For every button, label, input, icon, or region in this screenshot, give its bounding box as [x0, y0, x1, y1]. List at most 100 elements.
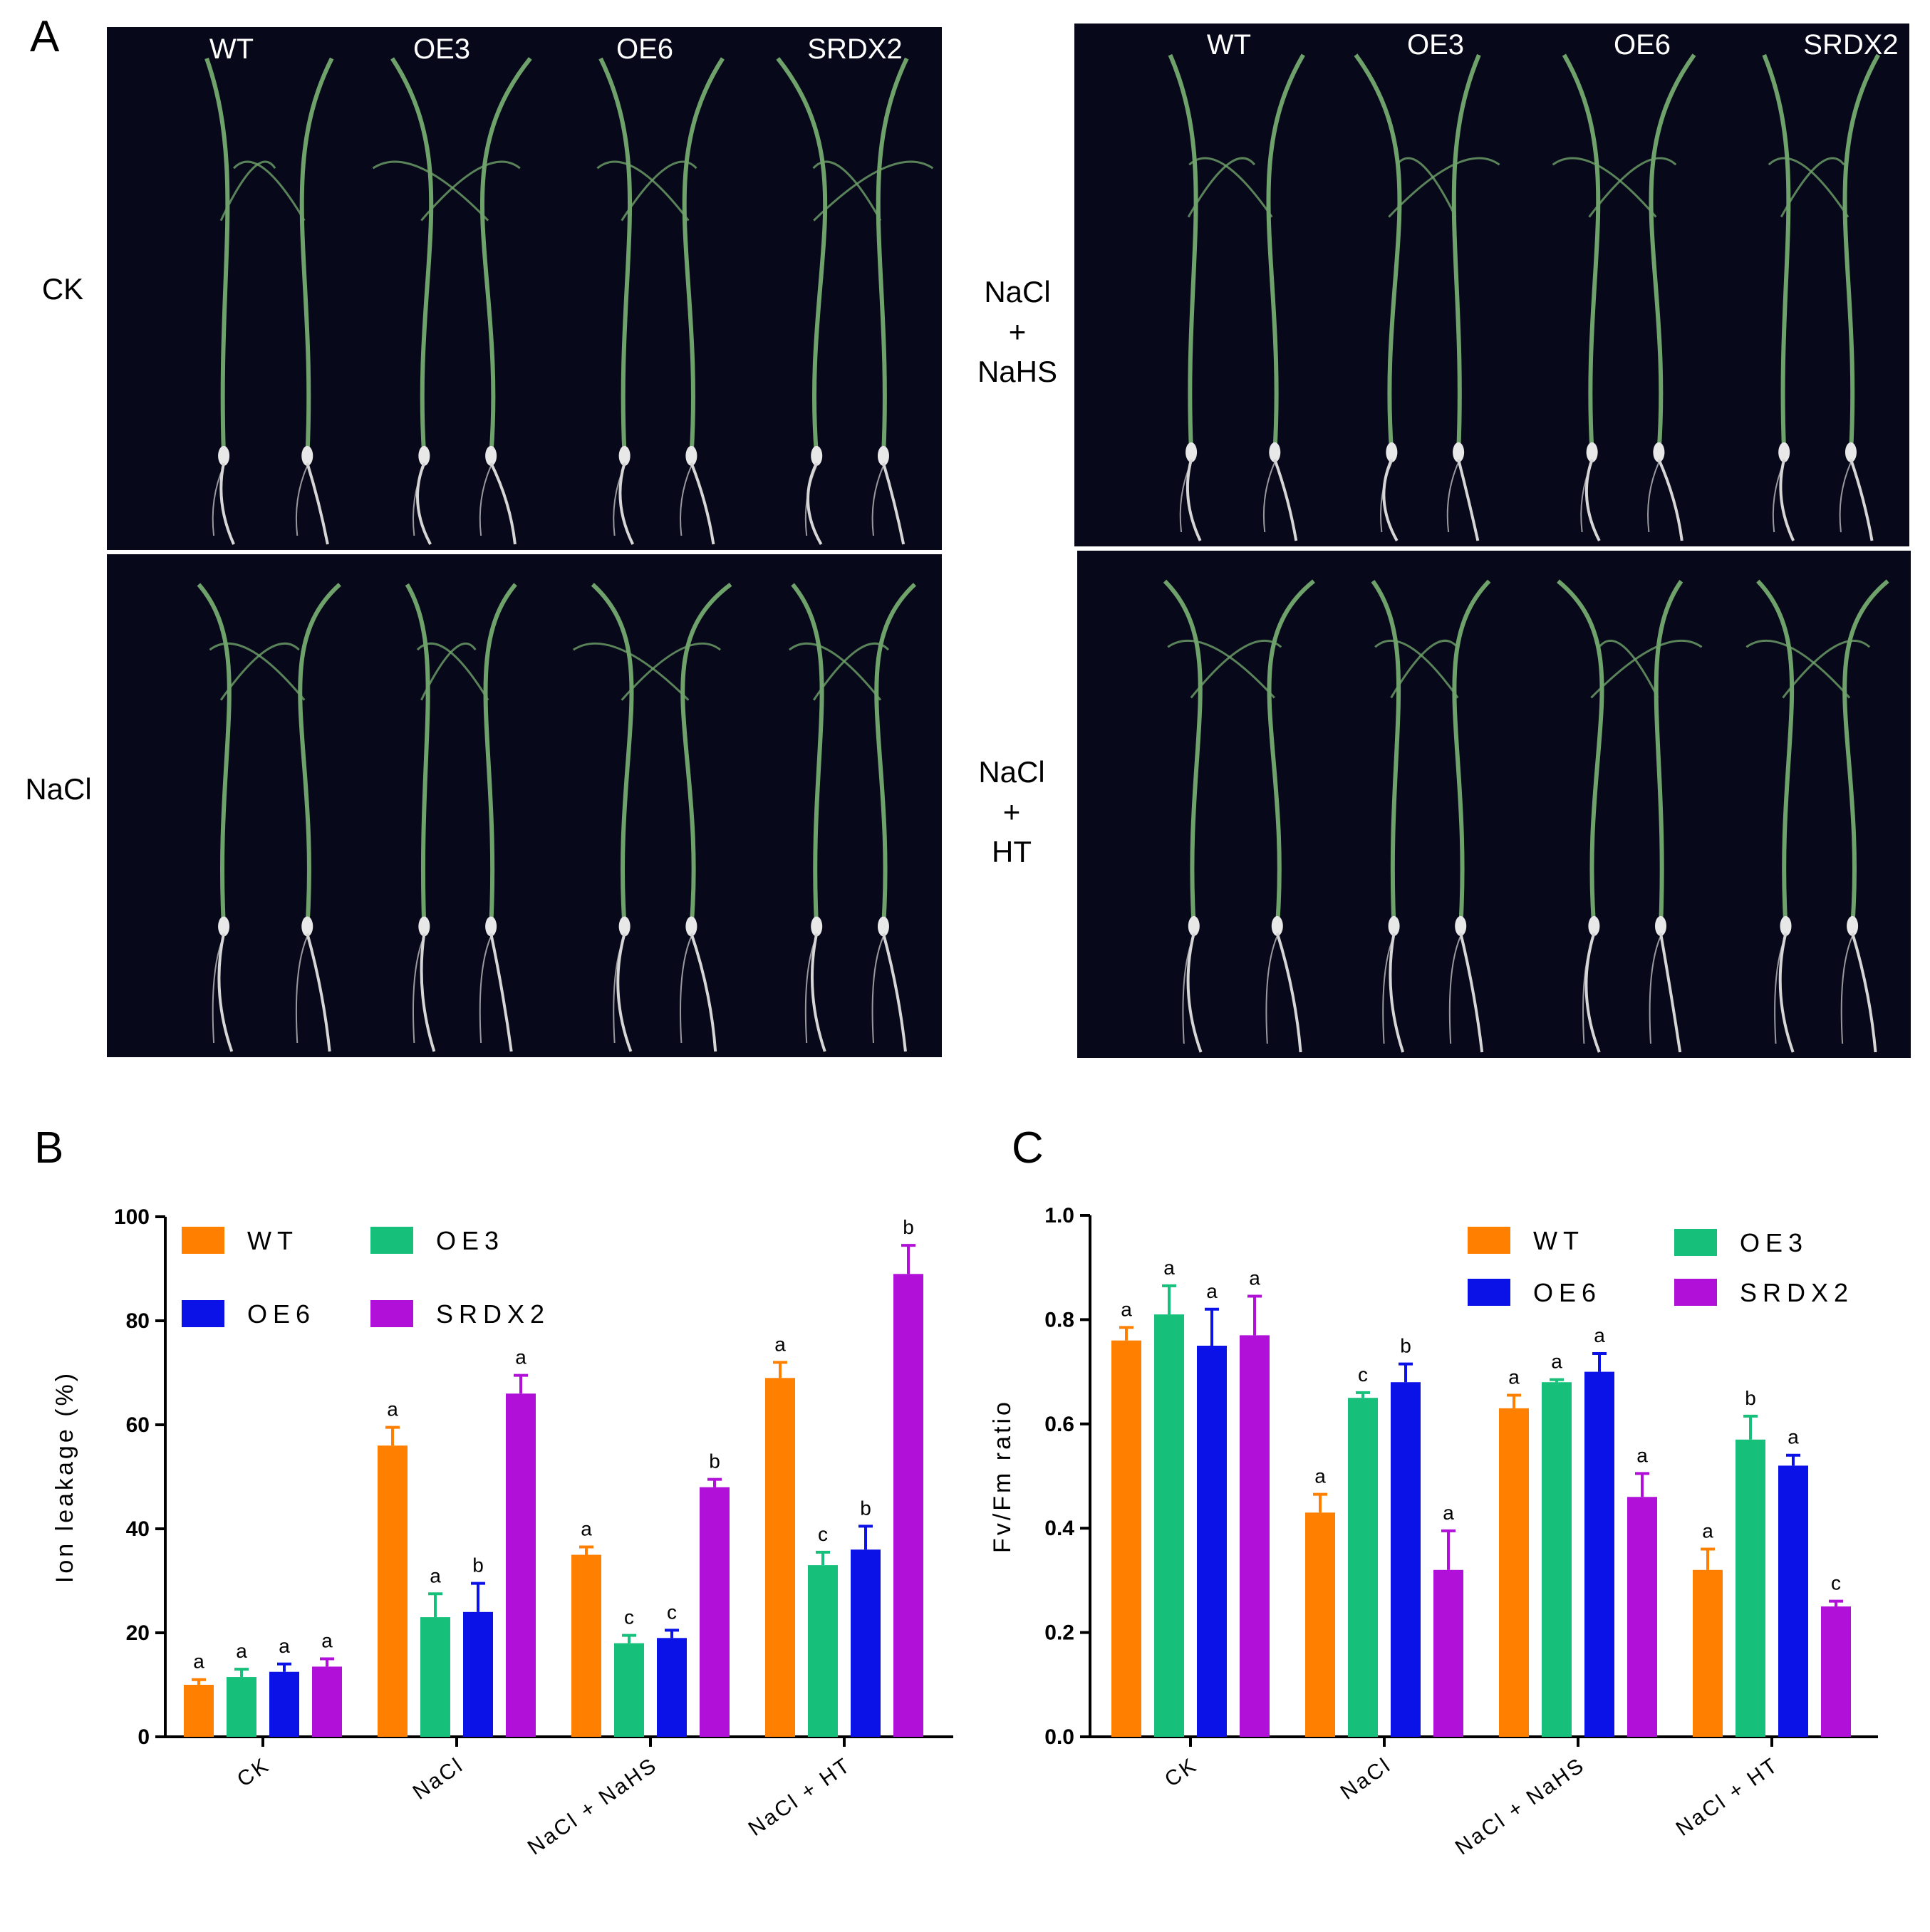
seedling-seed [1386, 442, 1398, 462]
seedling-root [1448, 935, 1462, 1044]
seedling-leaf [204, 58, 230, 456]
seedling-root [871, 465, 884, 536]
seedling-root [1580, 462, 1593, 533]
y-tick-label: 0.6 [1044, 1413, 1074, 1436]
seedling-root [1459, 933, 1484, 1053]
seedling-seed [485, 445, 497, 466]
seedling-leaf [1780, 157, 1845, 218]
seedling-seed [1586, 442, 1598, 462]
bar-oe3 [614, 1643, 644, 1737]
seedling-leaf [789, 642, 882, 701]
seedling-leaf [1451, 53, 1481, 453]
seedling-seed [811, 916, 823, 937]
seedling-leaf [1390, 639, 1458, 699]
seedling-leaf [1371, 579, 1401, 927]
y-tick-label: 20 [126, 1621, 150, 1645]
seedling-seed [418, 916, 430, 937]
bar-oe6 [1584, 1371, 1614, 1737]
seedling-root [1778, 933, 1795, 1053]
seedling-leaf [232, 160, 306, 222]
seedling-root [680, 465, 692, 536]
significance-letter: c [624, 1606, 634, 1629]
bar-oe3 [1736, 1439, 1765, 1737]
seedling-root [882, 462, 906, 545]
chart-fvfm-ratio: 0.0 0.2 0.4 0.6 0.8 1.0 Fv/Fm ratio a a a a CK a c b a N… [989, 1204, 1878, 1859]
seedling-root [295, 465, 308, 536]
bar-oe6 [1778, 1465, 1808, 1737]
significance-letter: a [1702, 1520, 1713, 1542]
seedling-root [1582, 935, 1595, 1044]
y-tick-label: 80 [126, 1309, 150, 1333]
bar-srdx2 [1627, 1497, 1657, 1737]
genotype-label-wt: WT [1207, 29, 1251, 61]
category-label: NaCl + HT [744, 1753, 856, 1841]
significance-letter: c [1831, 1572, 1841, 1594]
photo-nacl-nahs [1074, 24, 1909, 546]
seedling-leaf [1354, 53, 1402, 453]
seedling-root [1186, 933, 1203, 1053]
bar-oe3 [1348, 1398, 1378, 1737]
seedling-leaf [420, 160, 521, 222]
seedling-leaf [680, 582, 732, 927]
y-tick-label: 0.2 [1044, 1621, 1074, 1645]
y-tick-label: 0.8 [1044, 1308, 1074, 1331]
seedling-seed [1847, 915, 1859, 936]
y-tick-label: 0.4 [1044, 1517, 1074, 1540]
seedling-leaf [1374, 639, 1459, 699]
y-tick-label: 0 [138, 1725, 150, 1749]
seedling-root [1849, 459, 1874, 541]
bar-oe3 [420, 1617, 450, 1737]
seedling-leaf [372, 160, 489, 222]
seedling-seed [301, 916, 313, 937]
seedling-seed [618, 445, 631, 466]
seedling-root [882, 933, 907, 1052]
seedling-leaf [572, 642, 690, 701]
seedling-root [1275, 933, 1302, 1053]
category-label: CK [233, 1753, 274, 1792]
category-label: NaCl + NaHS [524, 1753, 662, 1860]
bar-oe6 [463, 1611, 493, 1737]
seedling-leaf [299, 57, 334, 457]
seedling-seed [811, 445, 823, 466]
legend-swatch-srdx2 [1674, 1279, 1717, 1306]
bar-oe3 [227, 1677, 256, 1737]
significance-letter: c [818, 1523, 828, 1545]
significance-letter: a [236, 1640, 247, 1662]
seedling-root [1649, 935, 1661, 1044]
genotype-labels-left: WT OE3 OE6 SRDX2 [209, 33, 903, 65]
legend-label-oe3: OE3 [436, 1226, 504, 1255]
condition-label-nacl: NaCl [978, 755, 1044, 789]
seedling-seed [1588, 915, 1600, 936]
seedling-seed [218, 445, 230, 466]
bar-oe6 [851, 1549, 881, 1737]
seedling-root [489, 933, 513, 1052]
significance-letter: a [774, 1333, 786, 1355]
seedling-leaf [1756, 579, 1795, 927]
seedling-root [1772, 462, 1785, 533]
category-label: NaCl + NaHS [1451, 1753, 1589, 1860]
bar-oe3 [1154, 1314, 1184, 1737]
panel-c-letter: C [1012, 1123, 1044, 1173]
significance-letter: a [1163, 1257, 1175, 1279]
seedling-root [306, 933, 331, 1052]
seedling-root [1265, 935, 1278, 1044]
seedling-root [1382, 935, 1395, 1044]
bar-wt [378, 1445, 408, 1737]
genotype-label-srdx2: SRDX2 [807, 33, 902, 65]
y-tick-label: 0.0 [1044, 1725, 1074, 1749]
seedling-seed [618, 916, 631, 937]
legend-label-oe3: OE3 [1740, 1228, 1808, 1257]
genotype-label-wt: WT [209, 33, 254, 65]
seedling-leaf [1842, 579, 1889, 927]
seedling-root [1179, 462, 1192, 533]
seedling-seed [1778, 442, 1790, 462]
seedling-leaf [1552, 157, 1657, 218]
significance-letter: b [903, 1216, 914, 1238]
category-label: NaCl + HT [1672, 1753, 1783, 1841]
seedling-seed [1388, 915, 1400, 936]
legend-swatch-oe3 [370, 1227, 413, 1254]
seedling-root [806, 462, 823, 546]
seedling-leaf [1188, 157, 1273, 218]
seedling-root [489, 462, 517, 545]
